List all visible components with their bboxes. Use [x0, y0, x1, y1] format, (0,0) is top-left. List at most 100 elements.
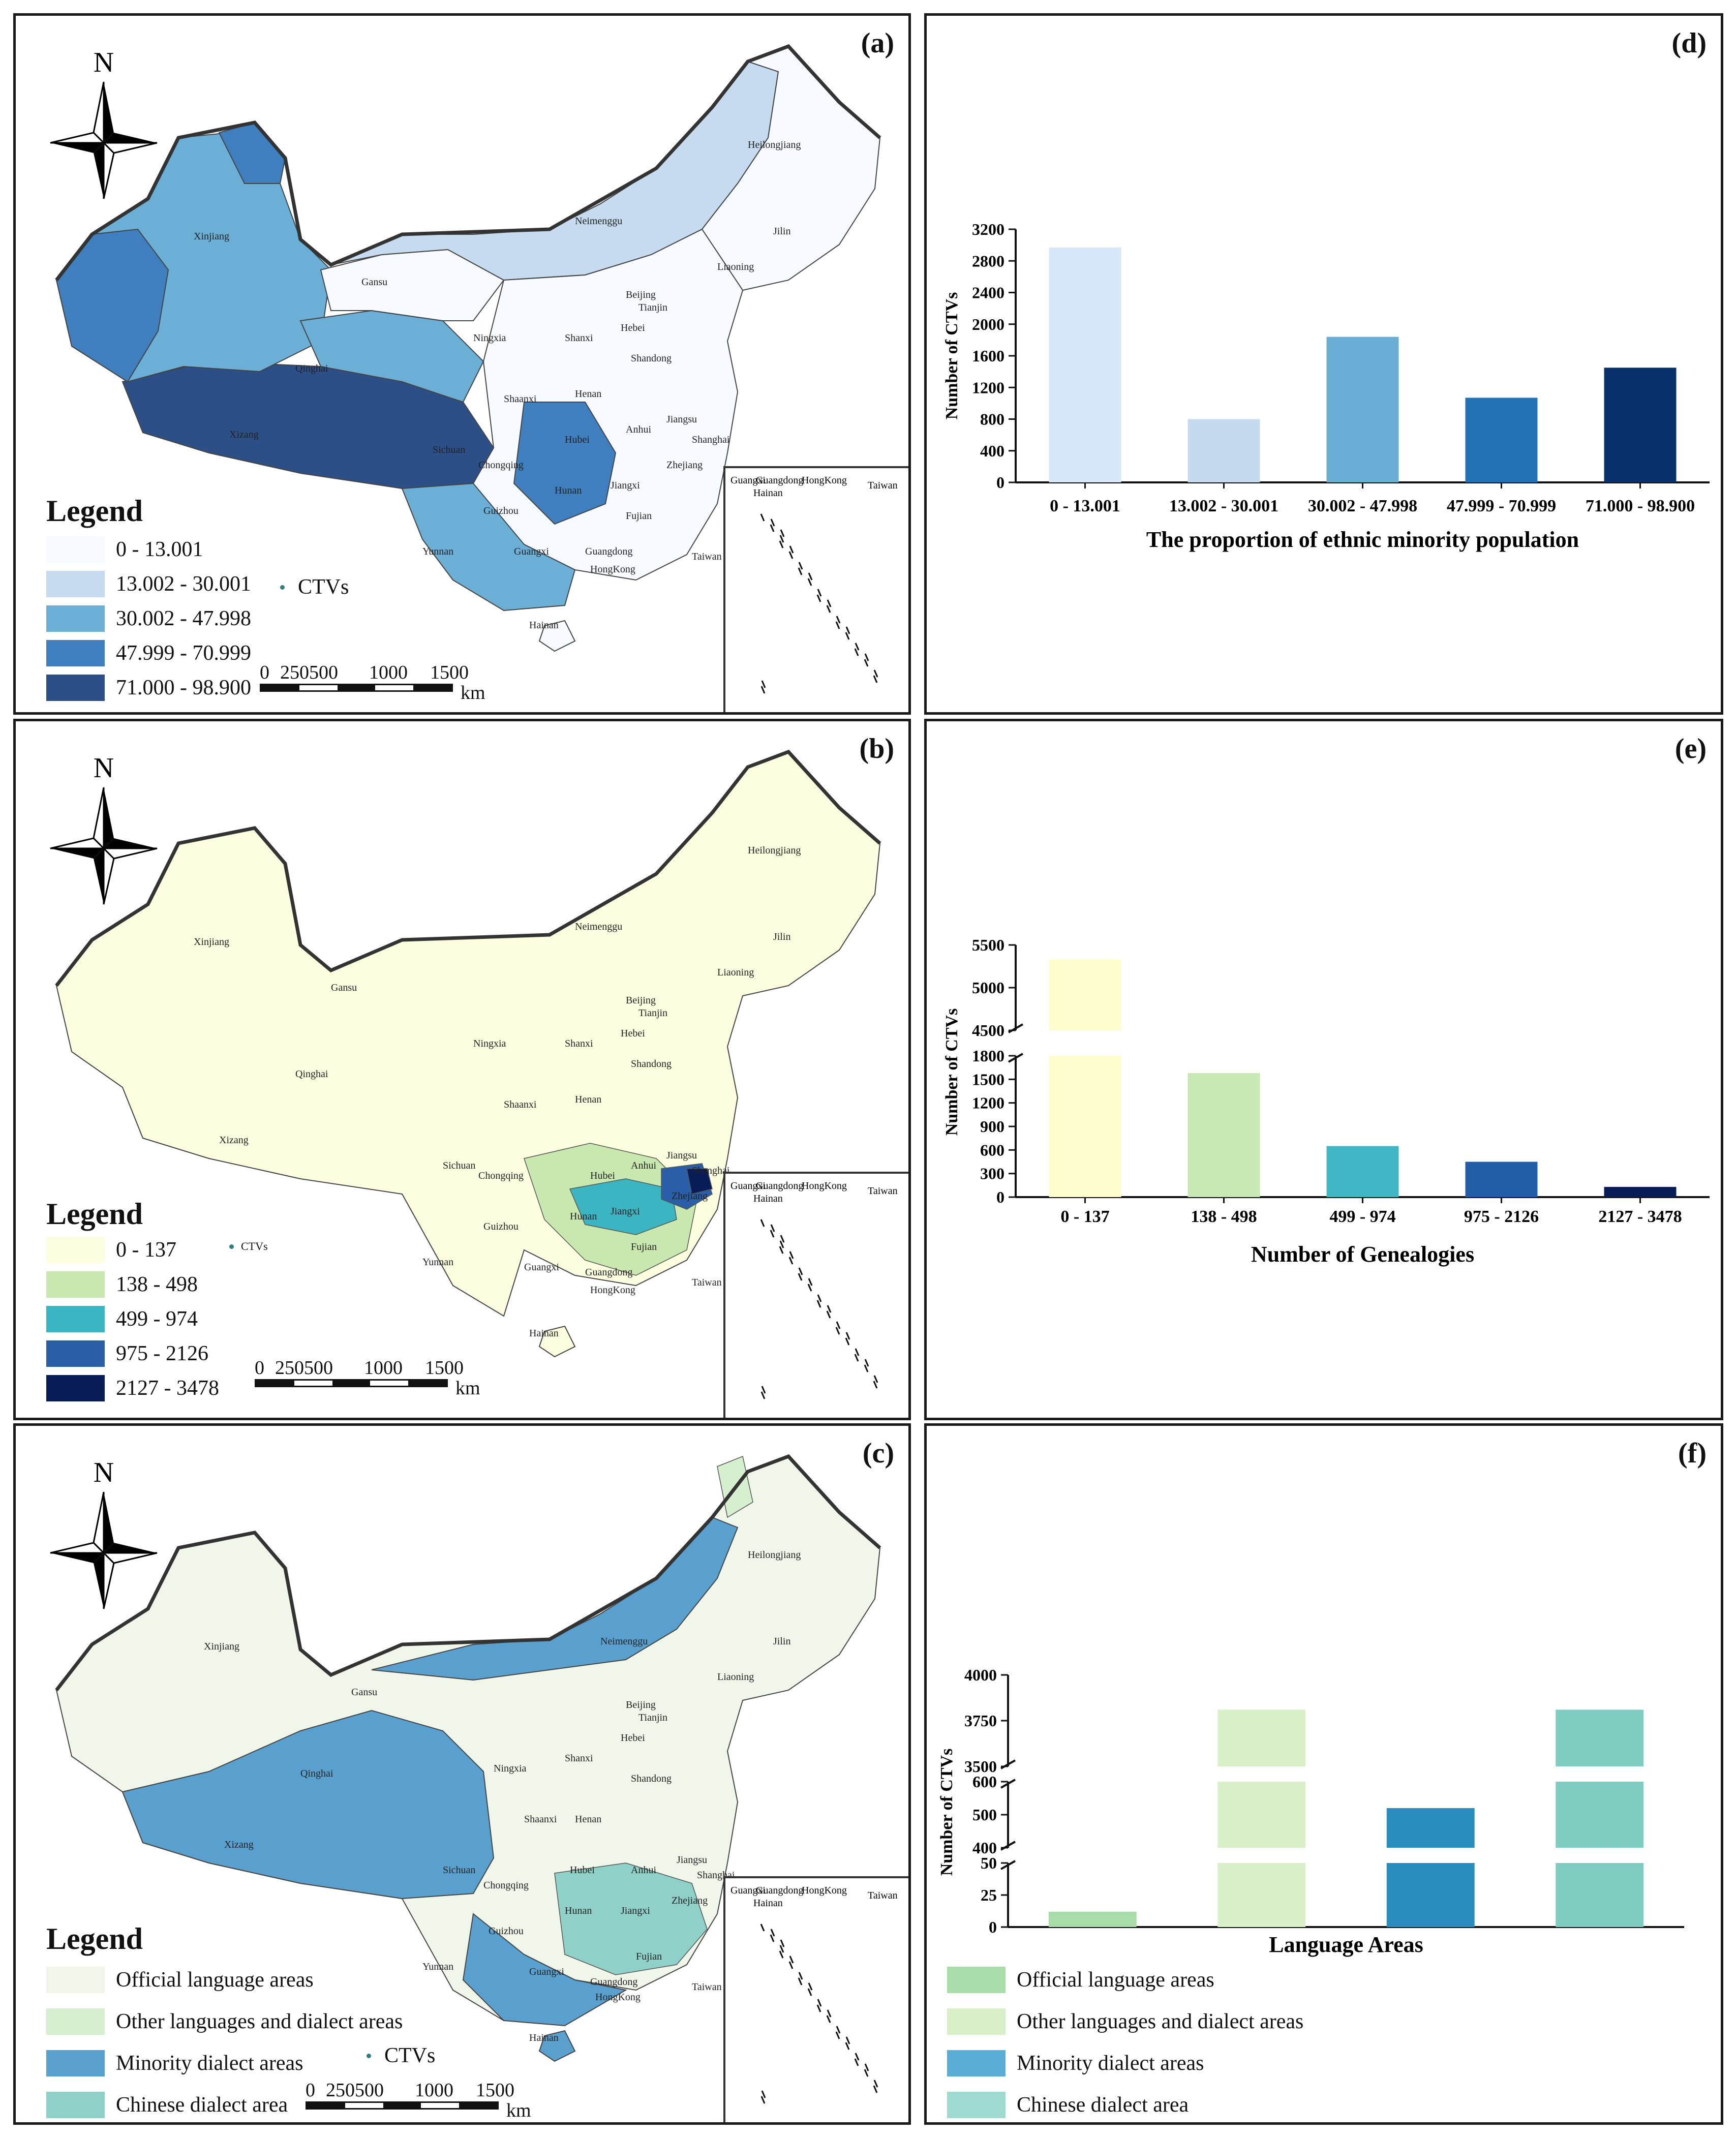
island-mark: [864, 659, 869, 667]
svg-text:Anhui: Anhui: [626, 424, 651, 435]
island-mark: [855, 643, 860, 651]
region-navy-b: [686, 1168, 713, 1195]
china-map-b: Heilongjiang Jilin Liaoning Neimenggu Beiji…: [55, 749, 881, 1358]
svg-text:Zhejiang: Zhejiang: [672, 1190, 708, 1202]
legend-swatch: [46, 675, 105, 701]
legend-title-a: Legend: [46, 494, 143, 528]
island-mark: [789, 1956, 794, 1964]
legend-swatch: [947, 2092, 1006, 2118]
x-tick-label: 13.002 - 30.001: [1169, 497, 1278, 515]
island-mark: [779, 1246, 784, 1254]
svg-text:Jilin: Jilin: [773, 1636, 790, 1647]
region-minority-south-c: [462, 1913, 627, 2027]
map-a-legend-item: 0 - 13.001: [46, 534, 203, 565]
island-mark: [817, 589, 822, 597]
map-b-legend-item: 138 - 498: [46, 1269, 198, 1300]
island-mark: [854, 2058, 859, 2066]
scale-ticks: 0 250500 1000 1500: [255, 1357, 519, 1379]
island-mark: [789, 545, 794, 554]
svg-text:Gansu: Gansu: [361, 277, 387, 288]
north-arrow-a: N: [50, 47, 158, 199]
region-xinjiang-west: [55, 228, 169, 383]
y-tick-label: 2800: [972, 252, 1004, 270]
island-mark: [807, 1988, 812, 1996]
legend-label: 0 - 13.001: [116, 538, 203, 561]
map-regions-c: [55, 1455, 881, 2062]
inset-label: HongKong: [802, 1180, 847, 1192]
map-b-legend-item: 499 - 974: [46, 1304, 198, 1334]
island-mark: [798, 1977, 803, 1986]
island-mark: [798, 1273, 803, 1281]
inset-label: Hainan: [753, 487, 783, 499]
bar-chart-f: 3500 3750 4000 400 500 600 0 25 50 Language Areas…: [937, 1666, 1684, 1957]
island-mark: [798, 562, 803, 570]
svg-text:Gansu: Gansu: [331, 982, 357, 993]
svg-text:Hainan: Hainan: [529, 620, 559, 631]
island-mark: [873, 675, 878, 683]
bar: [1604, 1186, 1677, 1197]
svg-text:Jiangxi: Jiangxi: [611, 480, 640, 491]
scale-unit: km: [455, 1378, 480, 1399]
scale-tick-label: 1000: [369, 662, 408, 683]
svg-text:Neimenggu: Neimenggu: [575, 216, 622, 227]
y-tick-label: 600: [980, 1141, 1004, 1159]
scale-ticks: 0 250500 1000 1500: [306, 2079, 570, 2101]
ctv-label: CTVs: [298, 575, 349, 599]
bar: [1049, 247, 1121, 482]
svg-text:Shanxi: Shanxi: [565, 1038, 593, 1049]
island-mark: [760, 1391, 766, 1399]
ctv-dot: [367, 2053, 371, 2058]
svg-text:HongKong: HongKong: [590, 564, 635, 575]
y-tick-label: 3200: [972, 220, 1004, 238]
ctv-label: CTVs: [241, 1240, 268, 1253]
y-tick-label: 0: [996, 473, 1004, 492]
island-mark: [845, 1337, 850, 1346]
island-mark: [808, 572, 813, 581]
svg-text:Sichuan: Sichuan: [443, 1160, 475, 1171]
island-mark: [798, 1972, 803, 1980]
svg-text:Beijing: Beijing: [626, 995, 656, 1006]
bar-segment-3: [1556, 1709, 1644, 1766]
map-panel-a: Heilongjiang Jilin Liaoning Neimenggu Beiji…: [13, 13, 911, 715]
scale-unit: km: [506, 2100, 531, 2121]
y-tick-label: 300: [980, 1165, 1004, 1183]
inset-label: HongKong: [802, 475, 847, 486]
legend-swatch: [46, 1340, 105, 1367]
island-mark: [808, 1982, 813, 1991]
y-tick-label: 1200: [972, 1094, 1004, 1112]
scale-tick-label: 250500: [326, 2080, 384, 2101]
y-tick-label: 600: [972, 1773, 997, 1791]
x-tick-label: 0 - 137: [1060, 1207, 1109, 1226]
map-a-legend-item: 47.999 - 70.999: [46, 638, 251, 668]
province-labels-c: Heilongjiang Jilin Liaoning Neimenggu Beiji…: [204, 1549, 801, 2043]
legend-swatch: [46, 605, 105, 632]
y-tick-label: 5000: [972, 979, 1004, 997]
svg-text:Jiangsu: Jiangsu: [677, 1854, 707, 1866]
island-mark: [827, 599, 832, 607]
north-label: N: [94, 752, 114, 784]
island-mark: [779, 1950, 784, 1959]
y-tick-label: 400: [980, 442, 1004, 460]
y-tick-label: 800: [980, 410, 1004, 429]
island-mark: [779, 1240, 784, 1248]
map-panel-c: Heilongjiang Jilin Liaoning Neimenggu Beiji…: [13, 1423, 911, 2125]
island-mark: [798, 567, 803, 575]
island-mark: [827, 1305, 832, 1313]
island-mark: [770, 1929, 775, 1937]
svg-text:Fujian: Fujian: [636, 1951, 662, 1962]
y-axis-title: Number of CTVs: [942, 1009, 961, 1136]
legend-label: Other languages and dialect areas: [116, 2010, 403, 2033]
island-mark: [816, 594, 821, 602]
map-regions-b: [55, 751, 881, 1358]
island-mark: [770, 1224, 775, 1232]
island-mark: [770, 518, 775, 527]
island-mark: [808, 1278, 813, 1286]
south-china-sea-inset-b: Guangxi Guangdong Hainan HongKong Taiwan: [723, 1172, 908, 1418]
island-mark: [770, 1230, 775, 1238]
svg-text:Shanxi: Shanxi: [565, 332, 593, 344]
svg-text:Taiwan: Taiwan: [692, 1277, 722, 1288]
legend-swatch: [46, 1375, 105, 1401]
svg-text:Beijing: Beijing: [626, 289, 656, 300]
svg-text:Guangdong: Guangdong: [590, 1976, 637, 1988]
